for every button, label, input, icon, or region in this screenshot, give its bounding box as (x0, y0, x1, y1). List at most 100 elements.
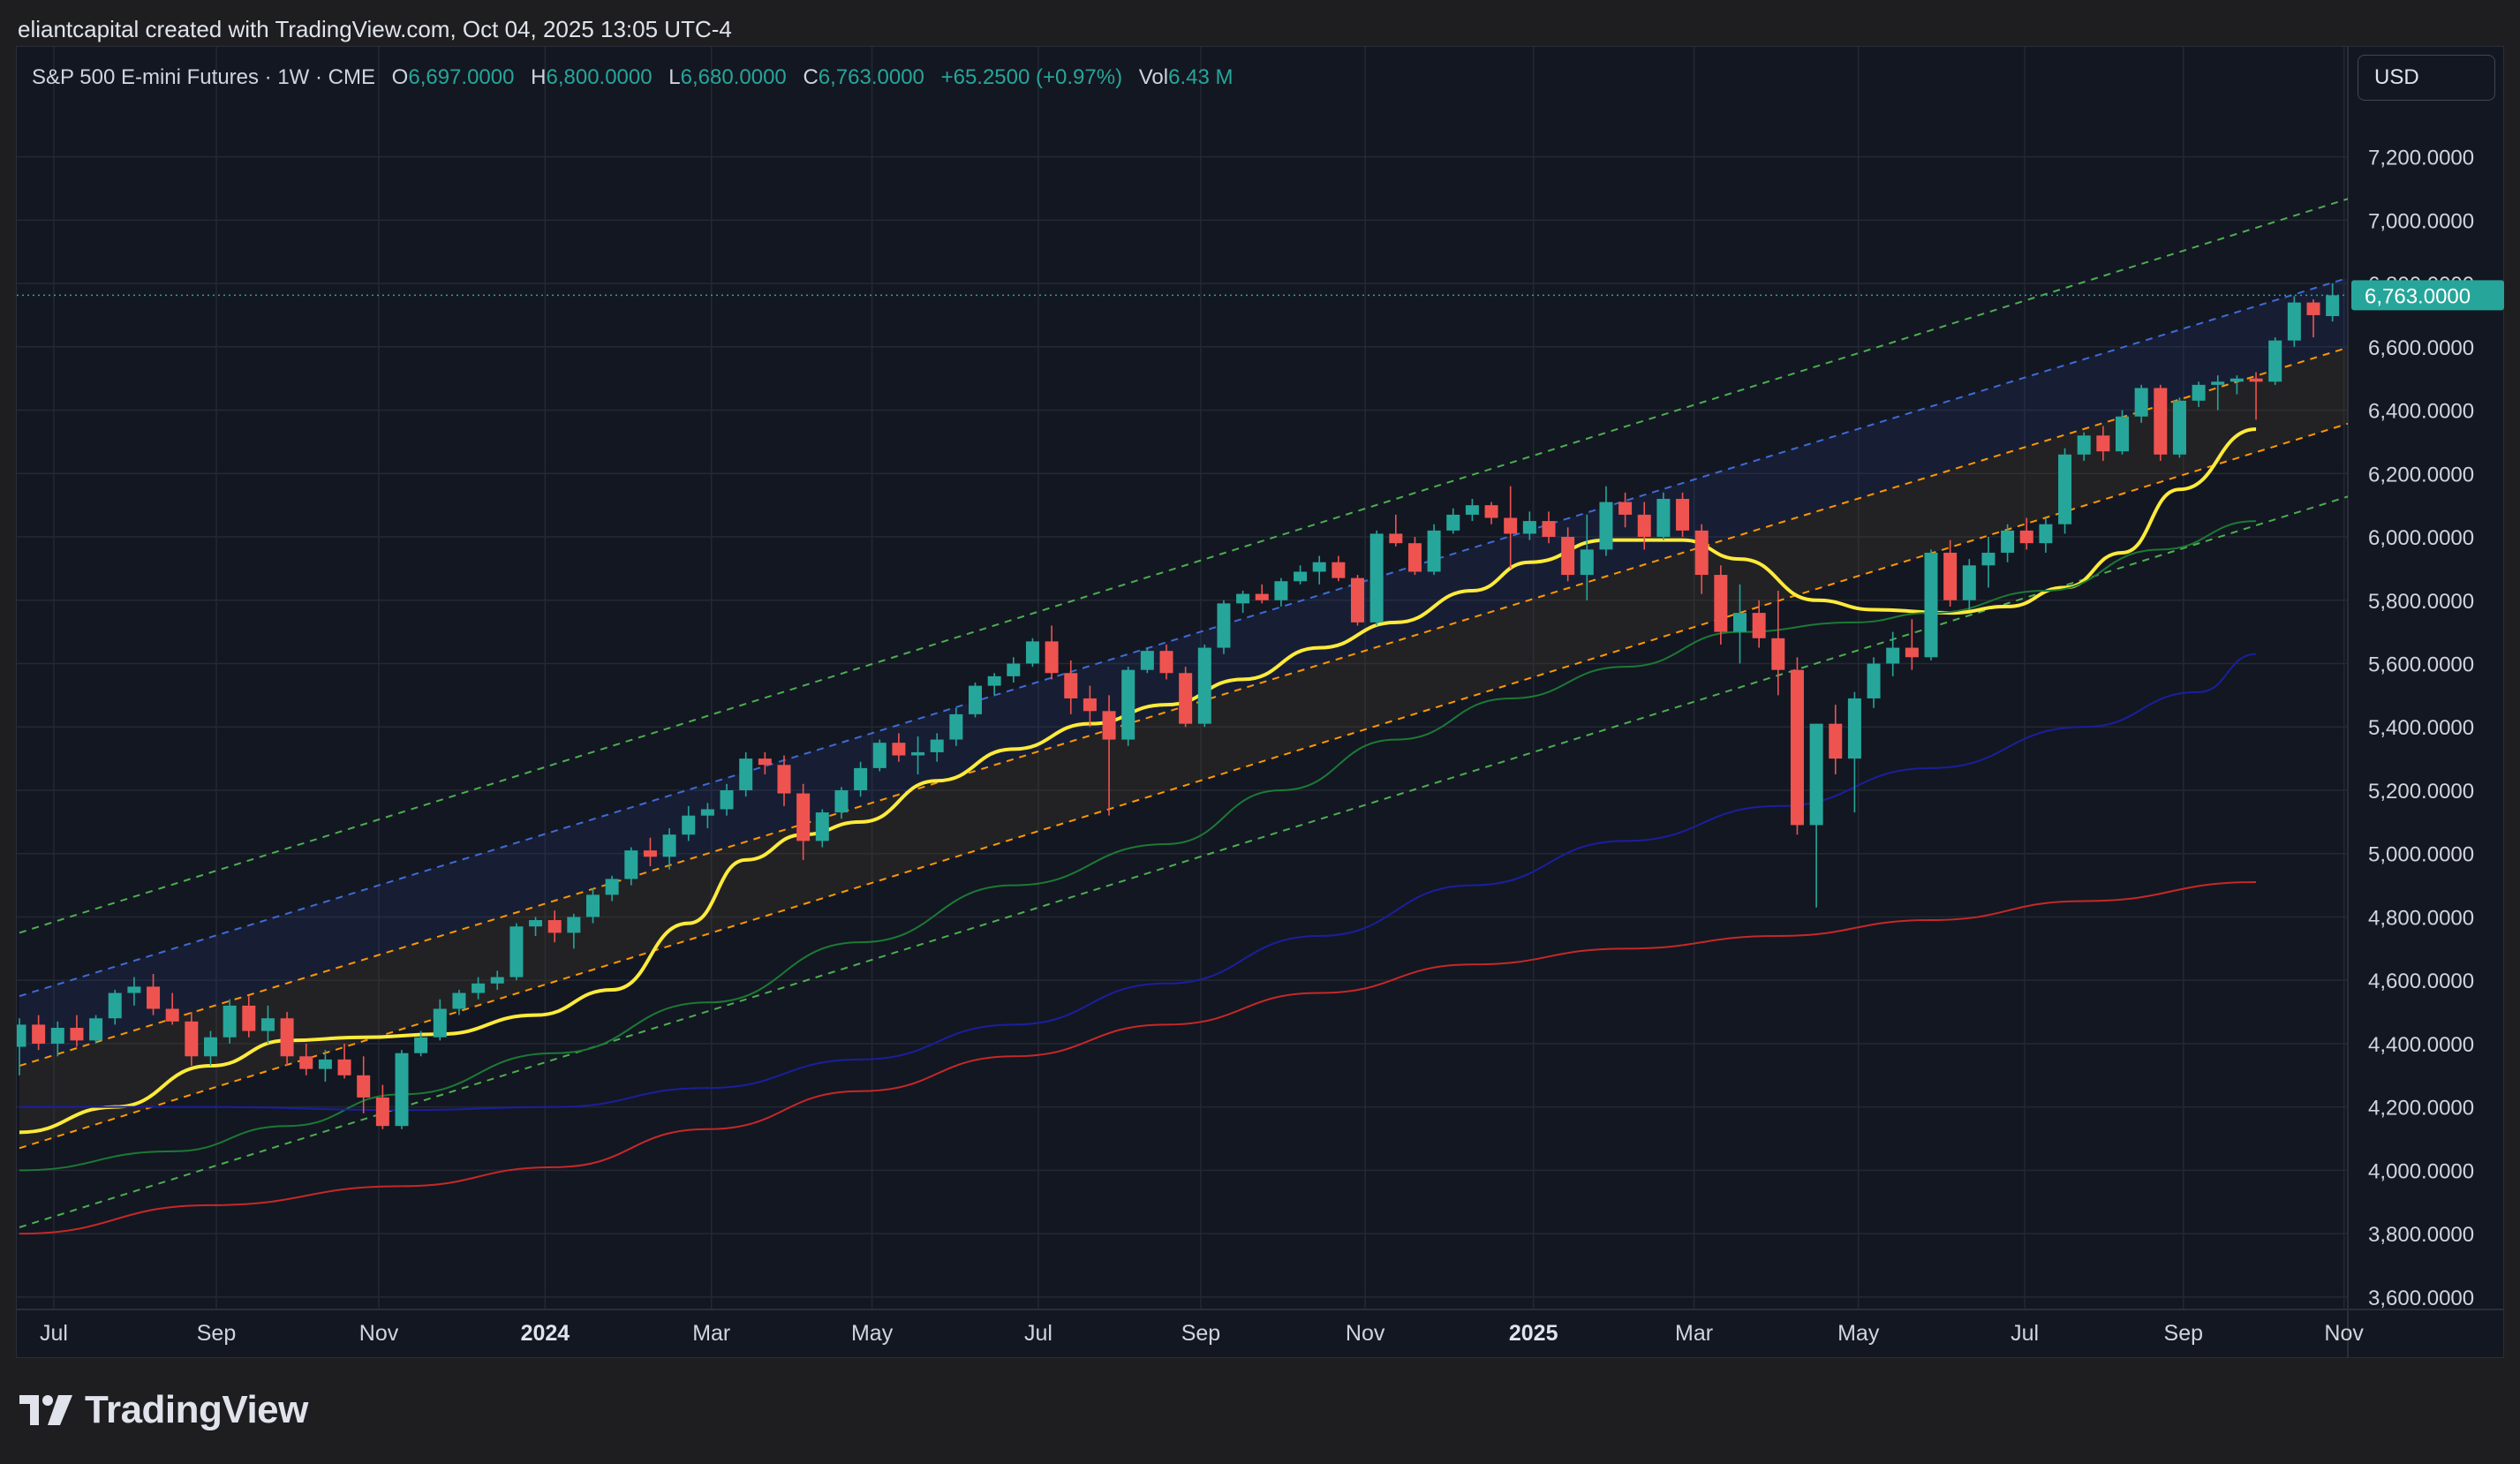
open-value: 6,697.0000 (408, 65, 515, 89)
price-tick-label-17: 7,000.0000 (2368, 209, 2474, 233)
candle-8 (165, 992, 179, 1025)
candle-body-2 (50, 1028, 64, 1044)
candle-45 (872, 739, 887, 772)
candle-30 (586, 888, 600, 924)
candle-body-23 (452, 992, 466, 1009)
chart-panel[interactable] (16, 46, 2504, 1358)
candle-10 (204, 1030, 217, 1067)
price-tick-label-13: 6,200.0000 (2368, 463, 2474, 487)
candle-body-51 (987, 675, 1001, 686)
candle-body-30 (586, 894, 600, 917)
price-tick-label-8: 5,200.0000 (2368, 780, 2474, 804)
candle-72 (1389, 514, 1403, 547)
candle-body-61 (1179, 673, 1193, 724)
candle-3 (70, 1015, 84, 1047)
price-tick-label-9: 5,400.0000 (2368, 716, 2474, 740)
candle-98 (1886, 631, 1900, 676)
candle-91 (1752, 600, 1766, 648)
time-tick-label-6: Jul (1024, 1321, 1053, 1346)
candle-body-88 (1694, 530, 1709, 576)
time-tick-label-12: Jul (2011, 1321, 2039, 1346)
candle-42 (815, 809, 829, 848)
time-tick-label-14: Nov (2324, 1321, 2364, 1346)
price-axis[interactable]: 3,600.0000 3,800.0000 4,000.0000 4,200.0000… (2351, 147, 2504, 1310)
candle-121 (2326, 283, 2340, 322)
candle-32 (624, 847, 638, 886)
candle-41 (796, 783, 811, 860)
candle-85 (1637, 502, 1651, 550)
candle-body-68 (1312, 562, 1326, 572)
candle-95 (1829, 705, 1843, 775)
candle-body-76 (1465, 505, 1479, 515)
candle-body-120 (2306, 302, 2320, 315)
candle-body-118 (2268, 340, 2282, 382)
candle-77 (1484, 502, 1498, 524)
time-tick-label-5: May (851, 1321, 894, 1346)
candle-body-27 (529, 920, 543, 927)
candle-body-86 (1656, 498, 1671, 538)
candle-107 (2058, 448, 2072, 534)
candle-body-38 (739, 758, 753, 790)
currency-button[interactable]: USD (2358, 55, 2495, 101)
volume-value: 6.43 M (1168, 65, 1234, 89)
candle-body-115 (2211, 381, 2225, 385)
candle-40 (777, 755, 791, 806)
candle-body-21 (414, 1037, 428, 1053)
candle-body-56 (1083, 698, 1097, 712)
candle-body-98 (1886, 647, 1900, 664)
candle-22 (433, 999, 447, 1041)
price-tick-label-15: 6,600.0000 (2368, 336, 2474, 360)
candle-body-5 (108, 992, 122, 1019)
high-value: 6,800.0000 (546, 65, 653, 89)
candle-5 (108, 989, 122, 1025)
candle-body-52 (1007, 663, 1021, 676)
candle-body-78 (1504, 517, 1518, 534)
candle-33 (643, 837, 657, 867)
candle-86 (1656, 492, 1671, 540)
candle-120 (2306, 298, 2320, 338)
candle-body-13 (260, 1018, 275, 1031)
candle-68 (1312, 555, 1326, 585)
candle-63 (1217, 600, 1231, 654)
candle-body-50 (969, 685, 982, 714)
candle-84 (1618, 492, 1633, 528)
candle-15 (299, 1043, 313, 1075)
candle-body-28 (547, 920, 562, 933)
candle-body-48 (930, 739, 944, 752)
candle-37 (720, 783, 734, 816)
candle-6 (127, 977, 141, 1006)
candle-52 (1007, 657, 1021, 683)
candle-2 (50, 1021, 64, 1057)
time-tick-label-4: Mar (692, 1321, 730, 1346)
candle-body-106 (2039, 524, 2053, 544)
candle-body-53 (1025, 641, 1039, 664)
candle-108 (2077, 432, 2091, 461)
candle-58 (1121, 667, 1136, 746)
candle-49 (949, 707, 963, 746)
tradingview-brand[interactable]: TradingView (19, 1388, 308, 1432)
price-tick-label-11: 5,800.0000 (2368, 590, 2474, 614)
candle-74 (1427, 524, 1441, 576)
time-tick-label-0: Jul (40, 1321, 68, 1346)
time-axis[interactable]: Jul Sep Nov 2024 Mar May Jul Sep Nov 2025 Mar May Ju… (40, 1321, 2364, 1346)
price-tick-label-14: 6,400.0000 (2368, 400, 2474, 424)
candle-78 (1504, 486, 1518, 569)
close-key: C (803, 65, 819, 89)
candle-51 (987, 673, 1001, 696)
price-tick-label-6: 4,800.0000 (2368, 906, 2474, 930)
price-tick-label-12: 6,000.0000 (2368, 526, 2474, 550)
candle-94 (1809, 723, 1823, 908)
low-key: L (668, 65, 681, 89)
candle-body-55 (1064, 673, 1078, 698)
candle-body-37 (720, 789, 734, 810)
channel-band-0 (19, 277, 2348, 1067)
candle-103 (1981, 537, 1996, 588)
candle-0 (17, 1018, 26, 1075)
candle-76 (1465, 498, 1479, 522)
candle-104 (2001, 524, 2015, 562)
candle-96 (1847, 691, 1861, 813)
candle-body-60 (1159, 651, 1173, 674)
candle-21 (414, 1030, 428, 1057)
candle-body-70 (1351, 577, 1364, 623)
